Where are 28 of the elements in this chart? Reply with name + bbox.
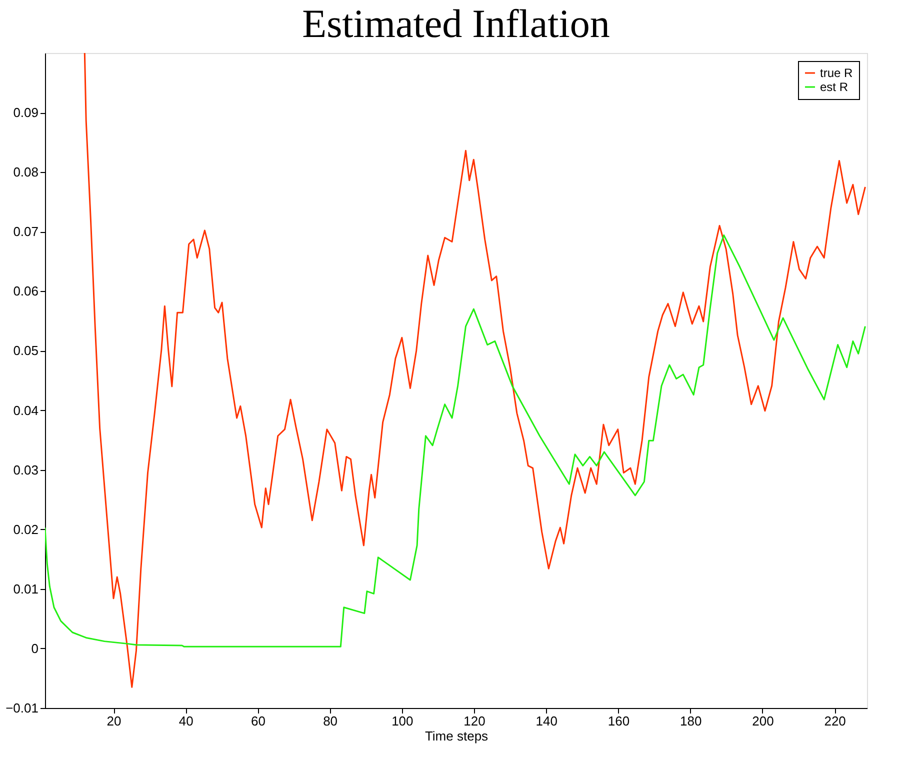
y-tick-label: 0.05: [13, 343, 38, 358]
x-tick-label: 100: [392, 714, 414, 728]
y-tick-label: 0.09: [13, 105, 38, 120]
x-tick-label: 40: [178, 714, 194, 728]
y-tick-label: 0.07: [13, 224, 38, 240]
x-tick-label: 200: [752, 714, 774, 728]
y-tick-label: 0.06: [13, 284, 38, 299]
y-tick-label: 0: [31, 640, 38, 656]
legend-label: est R: [820, 80, 848, 94]
x-tick-label: 160: [608, 714, 630, 728]
chart-title: Estimated Inflation: [302, 1, 610, 46]
y-tick-label: 0.03: [13, 462, 38, 478]
x-tick-label: 120: [464, 714, 486, 728]
y-tick-label: 0.04: [13, 402, 38, 418]
y-tick-label: 0.02: [13, 522, 38, 537]
x-tick-label: 60: [250, 714, 266, 728]
x-tick-label: 180: [680, 714, 702, 728]
x-tick-label: 220: [824, 714, 846, 728]
legend-label: true R: [820, 66, 854, 80]
x-tick-label: 20: [106, 714, 122, 728]
x-tick-label: 80: [323, 714, 338, 728]
x-axis-title: Time steps: [424, 728, 489, 744]
y-tick-label: 0.08: [13, 164, 38, 180]
line-series: [45, 234, 866, 648]
y-tick-label: 0.01: [13, 581, 38, 596]
x-tick-label: 140: [536, 714, 558, 728]
y-tick-label: −0.01: [6, 700, 38, 716]
line-series: [84, 53, 866, 688]
